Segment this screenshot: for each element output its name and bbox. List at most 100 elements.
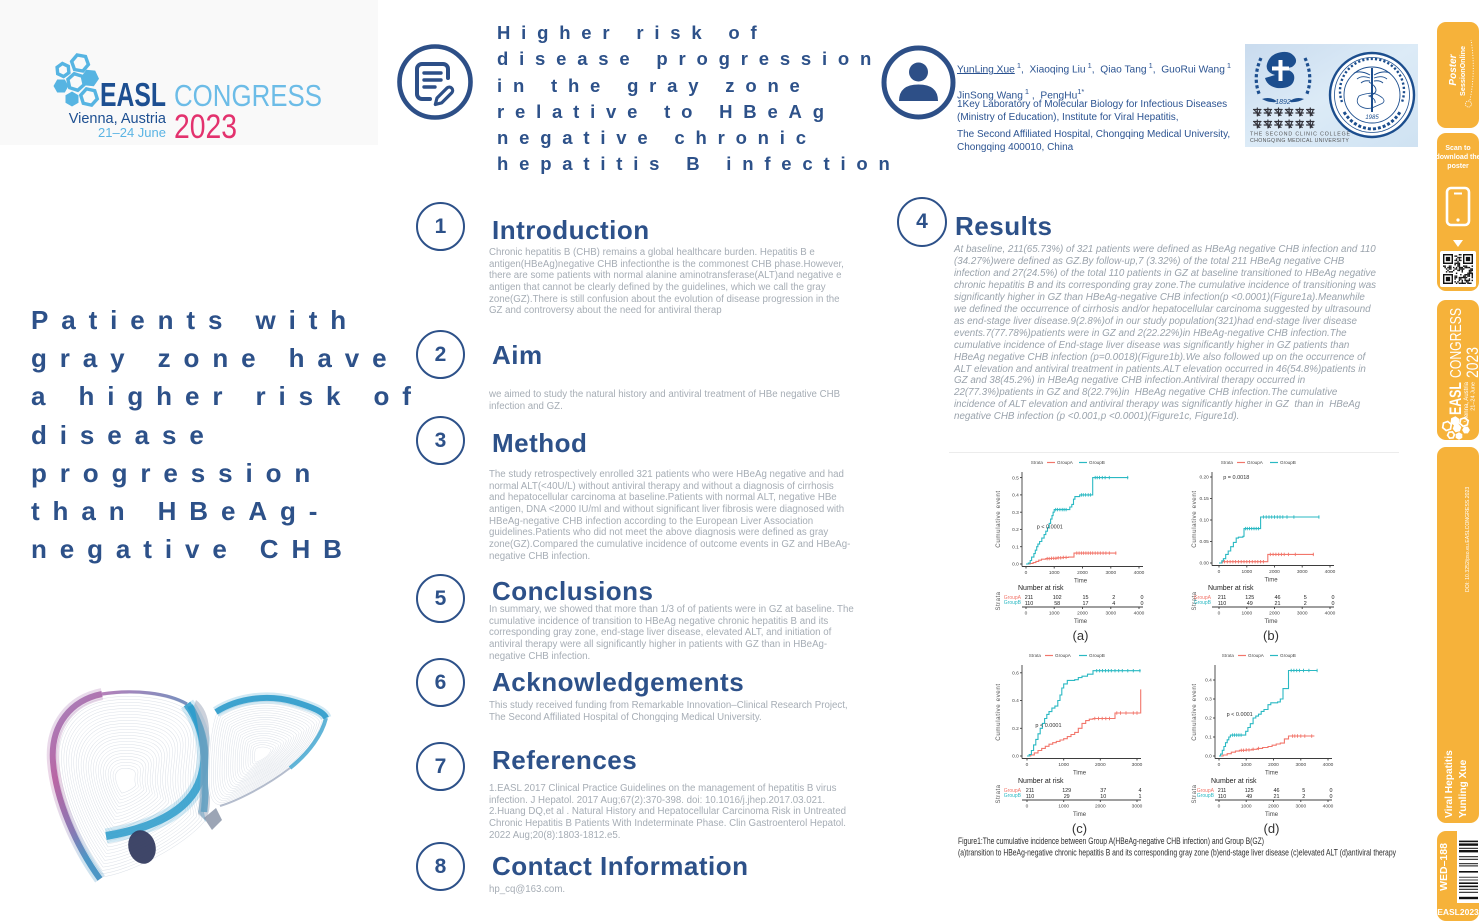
svg-text:Strata: Strata — [1221, 460, 1234, 465]
svg-text:1000: 1000 — [1241, 804, 1252, 810]
svg-text:0.0: 0.0 — [1012, 562, 1019, 568]
svg-text:GroupA: GroupA — [1194, 595, 1212, 601]
svg-text:Strata: Strata — [996, 784, 1002, 803]
svg-text:Cumulative event: Cumulative event — [1191, 683, 1198, 740]
svg-text:0: 0 — [1026, 762, 1029, 768]
svg-text:Number at risk: Number at risk — [1018, 585, 1064, 592]
svg-text:Time: Time — [1265, 812, 1279, 818]
svg-text:0.4: 0.4 — [1012, 493, 1019, 499]
svg-text:2: 2 — [1304, 601, 1307, 607]
svg-text:0.1: 0.1 — [1205, 735, 1212, 741]
svg-text:2000: 2000 — [1095, 762, 1106, 768]
svg-text:0.2: 0.2 — [1205, 716, 1212, 722]
svg-text:THE SECOND CLINIC COLLEGE: THE SECOND CLINIC COLLEGE — [1250, 132, 1351, 138]
svg-text:0: 0 — [1218, 804, 1221, 810]
svg-text:1: 1 — [1139, 794, 1142, 800]
svg-text:Cumulative event: Cumulative event — [995, 683, 1002, 740]
svg-text:46: 46 — [1274, 788, 1280, 794]
svg-text:3000: 3000 — [1105, 611, 1116, 617]
svg-text:129: 129 — [1062, 788, 1071, 794]
svg-text:15: 15 — [1083, 595, 1089, 601]
svg-text:0.20: 0.20 — [1199, 475, 1209, 481]
svg-text:GroupB: GroupB — [1197, 793, 1215, 799]
svg-text:2000: 2000 — [1095, 804, 1106, 810]
svg-text:125: 125 — [1245, 595, 1254, 601]
svg-text:3000: 3000 — [1295, 762, 1306, 768]
svg-text:Time: Time — [1074, 619, 1088, 625]
svg-text:2000: 2000 — [1077, 611, 1088, 617]
svg-text:2023: 2023 — [174, 108, 237, 145]
svg-text:3000: 3000 — [1132, 804, 1143, 810]
svg-text:GroupA: GroupA — [1055, 653, 1072, 658]
svg-text:CONGRESS: CONGRESS — [174, 78, 322, 113]
svg-text:0.2: 0.2 — [1012, 527, 1019, 533]
svg-text:4000: 4000 — [1323, 804, 1334, 810]
svg-text:1000: 1000 — [1058, 762, 1069, 768]
svg-text:49: 49 — [1246, 794, 1252, 800]
svg-text:Strata: Strata — [1029, 653, 1042, 658]
svg-text:Vienna, Austria: Vienna, Austria — [69, 111, 167, 127]
svg-text:Figure1:The cumulative inciden: Figure1:The cumulative incidence between… — [958, 836, 1264, 846]
svg-text:4000: 4000 — [1323, 762, 1334, 768]
svg-text:2000: 2000 — [1268, 762, 1279, 768]
svg-text:0: 0 — [1330, 794, 1333, 800]
svg-text:4000: 4000 — [1134, 570, 1145, 576]
svg-text:p < 0.0001: p < 0.0001 — [1035, 723, 1061, 729]
svg-text:211: 211 — [1026, 788, 1035, 794]
svg-text:10: 10 — [1100, 794, 1106, 800]
svg-text:0.05: 0.05 — [1199, 539, 1209, 545]
svg-text:WED–188: WED–188 — [1438, 843, 1450, 891]
svg-text:0.4: 0.4 — [1012, 698, 1019, 704]
svg-text:0: 0 — [1218, 762, 1221, 768]
svg-text:110: 110 — [1025, 601, 1034, 607]
svg-text:(c): (c) — [1072, 821, 1087, 836]
svg-text:0: 0 — [1218, 611, 1221, 617]
svg-text:211: 211 — [1025, 595, 1034, 601]
svg-text:0: 0 — [1025, 611, 1028, 617]
svg-text:0.2: 0.2 — [1012, 726, 1019, 732]
svg-text:110: 110 — [1218, 794, 1227, 800]
svg-text:p = 0.0018: p = 0.0018 — [1223, 475, 1249, 481]
svg-text:0: 0 — [1141, 601, 1144, 607]
svg-text:GroupB: GroupB — [1280, 653, 1296, 658]
svg-text:Viral Hepatitis: Viral Hepatitis — [1444, 750, 1455, 818]
svg-text:5: 5 — [1302, 788, 1305, 794]
svg-text:0: 0 — [1025, 570, 1028, 576]
svg-text:0.4: 0.4 — [1205, 678, 1212, 684]
svg-text:211: 211 — [1218, 595, 1227, 601]
svg-text:2000: 2000 — [1269, 569, 1280, 575]
svg-text:211: 211 — [1218, 788, 1227, 794]
svg-text:Time: Time — [1073, 812, 1087, 818]
svg-text:p < 0.0001: p < 0.0001 — [1037, 525, 1063, 531]
svg-text:GroupB: GroupB — [1004, 793, 1022, 799]
svg-text:29: 29 — [1064, 794, 1070, 800]
svg-text:EASL: EASL — [100, 77, 166, 114]
svg-text:0.5: 0.5 — [1012, 475, 1019, 481]
svg-text:EASL2023: EASL2023 — [1437, 907, 1479, 917]
svg-text:17: 17 — [1083, 601, 1089, 607]
svg-text:(d): (d) — [1264, 821, 1280, 836]
svg-text:0.00: 0.00 — [1199, 561, 1209, 567]
svg-text:4000: 4000 — [1134, 611, 1145, 617]
svg-text:3000: 3000 — [1295, 804, 1306, 810]
svg-text:Strata: Strata — [1192, 591, 1198, 610]
svg-text:Time: Time — [1265, 771, 1279, 777]
svg-text:SessionOnline: SessionOnline — [1458, 46, 1467, 96]
svg-text:EASL: EASL — [1447, 382, 1465, 415]
svg-text:0: 0 — [1332, 601, 1335, 607]
svg-text:110: 110 — [1218, 601, 1227, 607]
svg-text:0.15: 0.15 — [1199, 496, 1209, 502]
svg-text:Strata: Strata — [996, 591, 1002, 610]
svg-text:2023: 2023 — [1463, 347, 1479, 378]
svg-text:1000: 1000 — [1241, 569, 1252, 575]
svg-text:GroupA: GroupA — [1247, 460, 1264, 465]
svg-text:GroupB: GroupB — [1089, 460, 1105, 465]
svg-text:5: 5 — [1304, 595, 1307, 601]
svg-text:58: 58 — [1054, 601, 1060, 607]
svg-text:Yunling Xue: Yunling Xue — [1458, 759, 1469, 818]
svg-text:GroupA: GroupA — [1004, 788, 1022, 794]
svg-text:0: 0 — [1026, 804, 1029, 810]
svg-text:4: 4 — [1139, 788, 1142, 794]
svg-text:Time: Time — [1264, 619, 1278, 625]
svg-text:GroupB: GroupB — [1194, 600, 1212, 606]
